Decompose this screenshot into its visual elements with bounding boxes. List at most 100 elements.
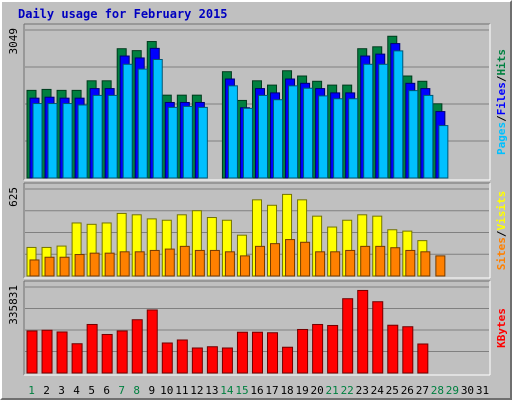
bar-kbytes-day-16 xyxy=(251,331,263,374)
bar-pages-day-8 xyxy=(137,68,148,179)
x-tick-label-day-3: 3 xyxy=(58,384,65,397)
bar-sites-day-27 xyxy=(420,251,431,277)
x-tick-label-day-30: 30 xyxy=(461,384,474,397)
bar-sites-day-20 xyxy=(315,251,326,277)
legend-entry: / xyxy=(495,230,508,237)
legend-entry: KBytes xyxy=(495,308,508,348)
bar-pages-day-24 xyxy=(378,63,389,179)
bar-sites-day-14 xyxy=(224,251,235,277)
bar-pages-day-3 xyxy=(62,103,73,179)
bar-sites-day-21 xyxy=(330,251,341,277)
x-tick-label-day-26: 26 xyxy=(401,384,414,397)
bar-pages-day-5 xyxy=(92,94,103,179)
x-tick-label-day-5: 5 xyxy=(88,384,95,397)
x-tick-label-day-28: 28 xyxy=(431,384,444,397)
bar-pages-day-14 xyxy=(227,85,238,179)
x-tick-label-day-31: 31 xyxy=(476,384,489,397)
legend-entry: Pages xyxy=(495,122,508,155)
bar-pages-day-10 xyxy=(167,106,178,179)
bar-sites-day-9 xyxy=(149,249,160,277)
bar-kbytes-day-13 xyxy=(206,346,218,374)
bar-pages-day-15 xyxy=(242,107,253,179)
bar-pages-day-2 xyxy=(47,103,58,179)
bar-kbytes-day-2 xyxy=(41,329,53,374)
bar-kbytes-day-12 xyxy=(191,347,203,374)
bar-kbytes-day-5 xyxy=(86,323,98,374)
bar-sites-day-4 xyxy=(74,254,85,277)
x-tick-label-day-11: 11 xyxy=(175,384,188,397)
bar-sites-day-3 xyxy=(59,256,70,277)
bar-kbytes-day-27 xyxy=(417,343,429,374)
bar-kbytes-day-19 xyxy=(297,328,309,374)
bar-sites-day-26 xyxy=(405,249,416,277)
bar-sites-day-13 xyxy=(209,249,220,277)
x-tick-label-day-1: 1 xyxy=(28,384,35,397)
x-tick-label-day-15: 15 xyxy=(235,384,248,397)
bar-pages-day-6 xyxy=(107,94,118,179)
panel-legend: Sites/Visits xyxy=(495,191,508,271)
x-tick-label-day-22: 22 xyxy=(341,384,354,397)
bar-kbytes-day-4 xyxy=(71,343,83,374)
bar-kbytes-day-17 xyxy=(267,332,279,374)
legend-entry: / xyxy=(495,115,508,122)
bar-sites-day-11 xyxy=(179,245,190,277)
bar-pages-day-28 xyxy=(438,125,449,179)
bar-pages-day-12 xyxy=(197,106,208,179)
bar-kbytes-day-21 xyxy=(327,324,339,374)
x-tick-label-day-24: 24 xyxy=(371,384,385,397)
bar-kbytes-day-8 xyxy=(131,319,143,374)
bar-sites-day-1 xyxy=(29,259,40,277)
bar-pages-day-9 xyxy=(152,59,163,179)
bar-pages-day-21 xyxy=(333,98,344,179)
bar-pages-day-11 xyxy=(182,105,193,179)
bar-pages-day-16 xyxy=(257,94,268,179)
bar-pages-day-26 xyxy=(408,90,419,179)
bar-kbytes-day-10 xyxy=(161,342,173,374)
bar-kbytes-day-23 xyxy=(357,289,369,374)
bar-pages-day-18 xyxy=(288,85,299,179)
bar-sites-day-16 xyxy=(254,245,265,277)
bar-kbytes-day-18 xyxy=(282,346,294,374)
bar-pages-day-4 xyxy=(77,104,88,179)
bar-sites-day-17 xyxy=(270,243,281,277)
bar-sites-day-5 xyxy=(89,252,100,277)
bar-kbytes-day-6 xyxy=(101,333,113,374)
legend-entry: Hits xyxy=(495,49,508,76)
x-tick-label-day-4: 4 xyxy=(73,384,80,397)
bar-sites-day-23 xyxy=(360,245,371,277)
x-tick-label-day-21: 21 xyxy=(326,384,339,397)
x-tick-label-day-29: 29 xyxy=(446,384,459,397)
bar-pages-day-25 xyxy=(393,50,404,179)
x-tick-label-day-2: 2 xyxy=(43,384,50,397)
panel-legend: KBytes xyxy=(495,308,508,348)
chart-title: Daily usage for February 2015 xyxy=(18,7,228,21)
x-tick-label-day-16: 16 xyxy=(250,384,263,397)
bar-sites-day-25 xyxy=(390,247,401,277)
bar-kbytes-day-11 xyxy=(176,339,188,374)
x-tick-label-day-19: 19 xyxy=(295,384,308,397)
bar-kbytes-day-15 xyxy=(236,331,248,374)
bar-pages-day-27 xyxy=(423,94,434,179)
bar-sites-day-10 xyxy=(164,248,175,277)
bar-kbytes-day-25 xyxy=(387,324,399,374)
y-max-label: 335831 xyxy=(7,285,20,325)
x-tick-label-day-9: 9 xyxy=(148,384,155,397)
x-tick-label-day-27: 27 xyxy=(416,384,429,397)
x-tick-label-day-8: 8 xyxy=(133,384,140,397)
bar-sites-day-6 xyxy=(104,252,115,277)
bar-pages-day-23 xyxy=(363,63,374,179)
bar-sites-day-18 xyxy=(285,239,296,277)
bar-sites-day-8 xyxy=(134,251,145,277)
bar-sites-day-12 xyxy=(194,249,205,277)
x-tick-label-day-6: 6 xyxy=(103,384,110,397)
legend-entry: Sites xyxy=(495,237,508,270)
x-tick-label-day-12: 12 xyxy=(190,384,203,397)
bar-sites-day-22 xyxy=(345,249,356,277)
bar-kbytes-day-9 xyxy=(146,309,158,374)
bar-sites-day-2 xyxy=(44,256,55,277)
bar-kbytes-day-24 xyxy=(372,301,384,374)
panel-legend: Pages/Files/Hits xyxy=(495,49,508,155)
bar-pages-day-7 xyxy=(122,63,133,179)
